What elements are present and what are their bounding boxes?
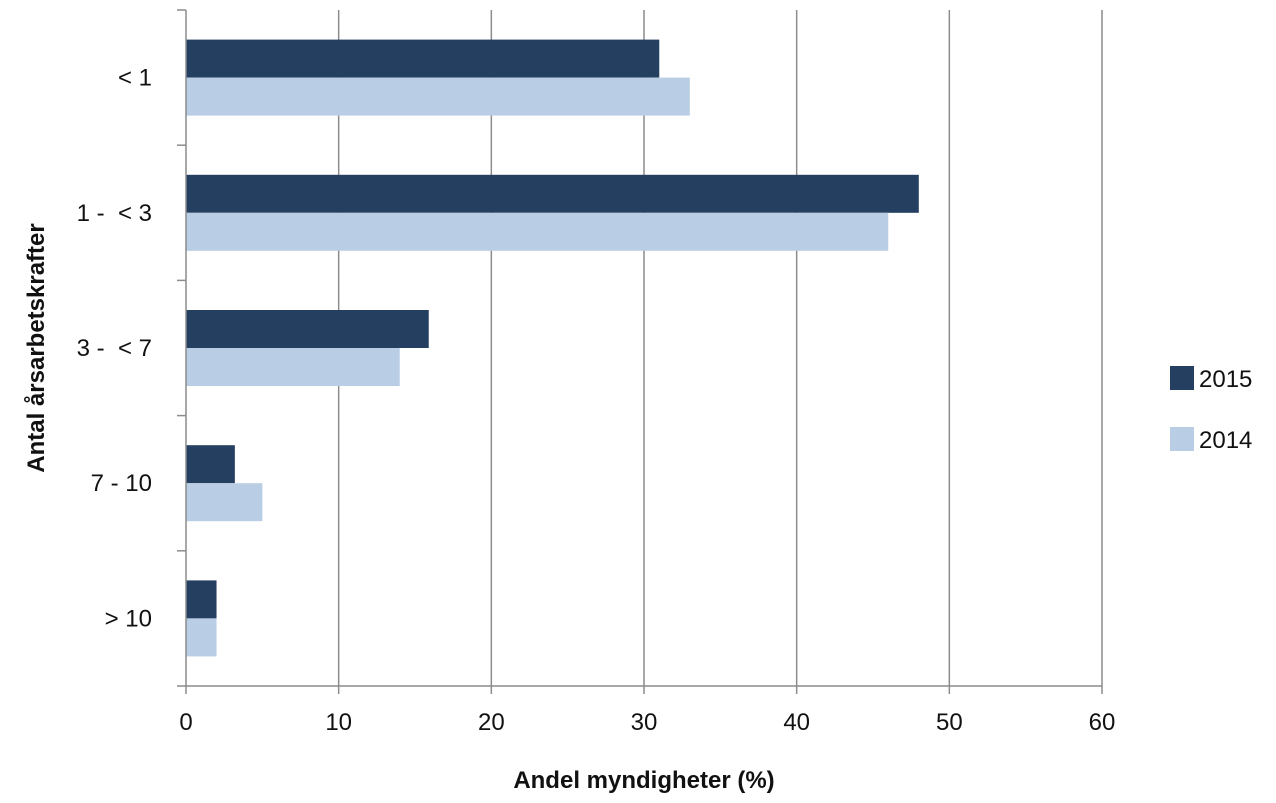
bar-2015-3 xyxy=(186,445,235,484)
bar-2014-0 xyxy=(186,77,690,116)
bar-2014-3 xyxy=(186,483,263,522)
legend-label-2014: 2014 xyxy=(1199,427,1252,454)
gridlines xyxy=(337,10,1103,686)
x-tick-label: 60 xyxy=(1089,709,1116,736)
legend: 2015 2014 xyxy=(1170,366,1252,454)
bar-2014-4 xyxy=(186,618,217,657)
y-tick-label: > 10 xyxy=(105,605,152,632)
legend-swatch-2014 xyxy=(1170,427,1194,451)
y-tick-label: 3 - < 7 xyxy=(77,335,152,362)
y-axis-title: Antal årsarbetskrafter xyxy=(23,223,50,472)
y-tick-label: < 1 xyxy=(118,65,152,92)
bar-2015-0 xyxy=(186,39,660,78)
bar-2015-2 xyxy=(186,310,429,348)
y-tick-label: 1 - < 3 xyxy=(77,200,152,227)
x-axis-ticks: 0 10 20 30 40 50 60 xyxy=(179,686,1115,736)
y-axis-ticks: < 1 1 - < 3 3 - < 7 7 - 10 > 10 xyxy=(77,9,186,687)
bar-2015-1 xyxy=(186,174,919,213)
bar-2014-1 xyxy=(186,212,889,251)
y-tick-label: 7 - 10 xyxy=(91,470,152,497)
x-tick-label: 50 xyxy=(936,709,963,736)
x-tick-label: 0 xyxy=(179,709,192,736)
bars xyxy=(186,39,919,657)
legend-swatch-2015 xyxy=(1170,366,1194,390)
x-tick-label: 40 xyxy=(783,709,810,736)
bar-2014-2 xyxy=(186,348,400,386)
x-tick-label: 10 xyxy=(325,709,352,736)
x-tick-label: 30 xyxy=(631,709,658,736)
bar-2015-4 xyxy=(186,580,217,619)
x-axis-title: Andel myndigheter (%) xyxy=(513,767,774,794)
x-tick-label: 20 xyxy=(478,709,505,736)
legend-label-2015: 2015 xyxy=(1199,366,1252,393)
